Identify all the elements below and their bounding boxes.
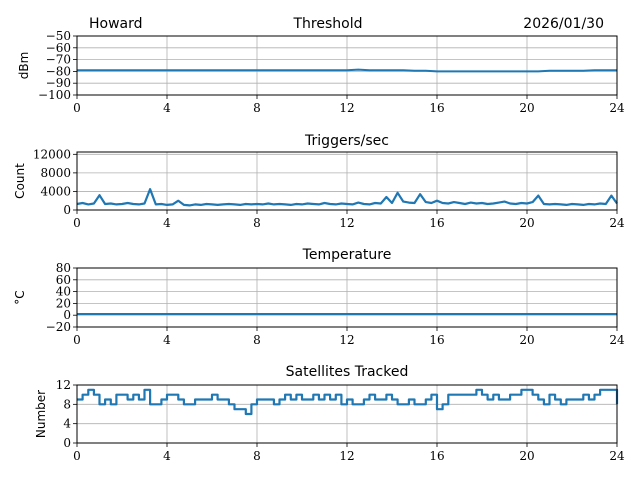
x-tick-label: 12 <box>339 101 354 115</box>
x-tick-label: 16 <box>429 216 444 230</box>
y-axis-label: Count <box>13 163 27 199</box>
x-tick-label: 24 <box>609 449 625 463</box>
x-tick-label: 12 <box>339 449 354 463</box>
x-tick-label: 8 <box>253 333 261 347</box>
y-tick-label: 20 <box>56 296 71 310</box>
y-tick-label: 12000 <box>33 147 71 161</box>
y-axis-label: Number <box>34 390 48 438</box>
date-label: 2026/01/30 <box>523 16 604 32</box>
series-line-threshold <box>77 68 617 73</box>
y-tick-label: −20 <box>46 320 71 334</box>
x-tick-label: 16 <box>429 101 444 115</box>
x-tick-label: 8 <box>253 216 261 230</box>
series-line-satellites <box>77 388 619 416</box>
x-tick-label: 24 <box>609 333 625 347</box>
y-tick-label: −60 <box>46 41 71 55</box>
x-tick-label: 8 <box>253 449 261 463</box>
y-tick-label: −80 <box>46 64 71 78</box>
y-tick-label: 4000 <box>40 184 71 198</box>
y-tick-label: 12 <box>56 378 71 392</box>
x-tick-label: 16 <box>429 449 444 463</box>
y-tick-label: 8 <box>63 397 71 411</box>
y-tick-label: 4 <box>63 417 71 431</box>
y-axis-label: dBm <box>17 52 31 80</box>
plot-frame <box>76 151 618 211</box>
y-tick-label: −90 <box>46 76 71 90</box>
x-tick-label: 20 <box>519 449 534 463</box>
y-tick-label: 0 <box>63 203 71 217</box>
y-tick-label: −50 <box>46 29 71 43</box>
chart-title-temperature: Temperature <box>302 247 392 263</box>
y-tick-label: 0 <box>63 308 71 322</box>
x-tick-label: 24 <box>609 101 625 115</box>
x-tick-label: 4 <box>163 449 171 463</box>
x-tick-label: 4 <box>163 333 171 347</box>
x-tick-label: 20 <box>519 333 534 347</box>
x-tick-label: 12 <box>339 333 354 347</box>
x-tick-label: 0 <box>73 449 81 463</box>
x-tick-label: 0 <box>73 216 81 230</box>
panel-triggers: 0 4 8 12 16 20 24 0 4000 8000 12000 Count <box>13 147 625 230</box>
y-tick-label: 80 <box>56 261 71 275</box>
y-axis-label: °C <box>13 290 27 304</box>
plot-frame <box>76 35 618 96</box>
x-tick-label: 12 <box>339 216 354 230</box>
y-tick-label: 40 <box>56 285 71 299</box>
x-tick-label: 24 <box>609 216 625 230</box>
plot-frame <box>76 267 618 328</box>
x-tick-label: 0 <box>73 333 81 347</box>
x-tick-label: 16 <box>429 333 444 347</box>
panel-threshold: 0 4 8 12 16 20 24 −100−90−80−70−60−50 dBm <box>17 29 625 115</box>
x-tick-label: 4 <box>163 101 171 115</box>
chart-title-triggers: Triggers/sec <box>304 133 389 149</box>
x-tick-label: 20 <box>519 101 534 115</box>
station-name: Howard <box>89 16 143 32</box>
y-tick-label: −100 <box>38 88 71 102</box>
panel-satellites: 0 4 8 12 16 20 24 0 4 8 12 Number <box>34 378 625 463</box>
x-tick-label: 4 <box>163 216 171 230</box>
y-tick-label: 60 <box>56 273 71 287</box>
x-tick-label: 0 <box>73 101 81 115</box>
y-tick-label: 0 <box>63 436 71 450</box>
x-tick-label: 8 <box>253 101 261 115</box>
chart-title-threshold: Threshold <box>293 16 363 32</box>
chart-title-satellites: Satellites Tracked <box>286 364 409 380</box>
series-line-triggers <box>76 188 618 207</box>
y-tick-label: 8000 <box>40 166 71 180</box>
y-tick-label: −70 <box>46 53 71 67</box>
plot-frame <box>76 384 618 444</box>
x-tick-label: 20 <box>519 216 534 230</box>
